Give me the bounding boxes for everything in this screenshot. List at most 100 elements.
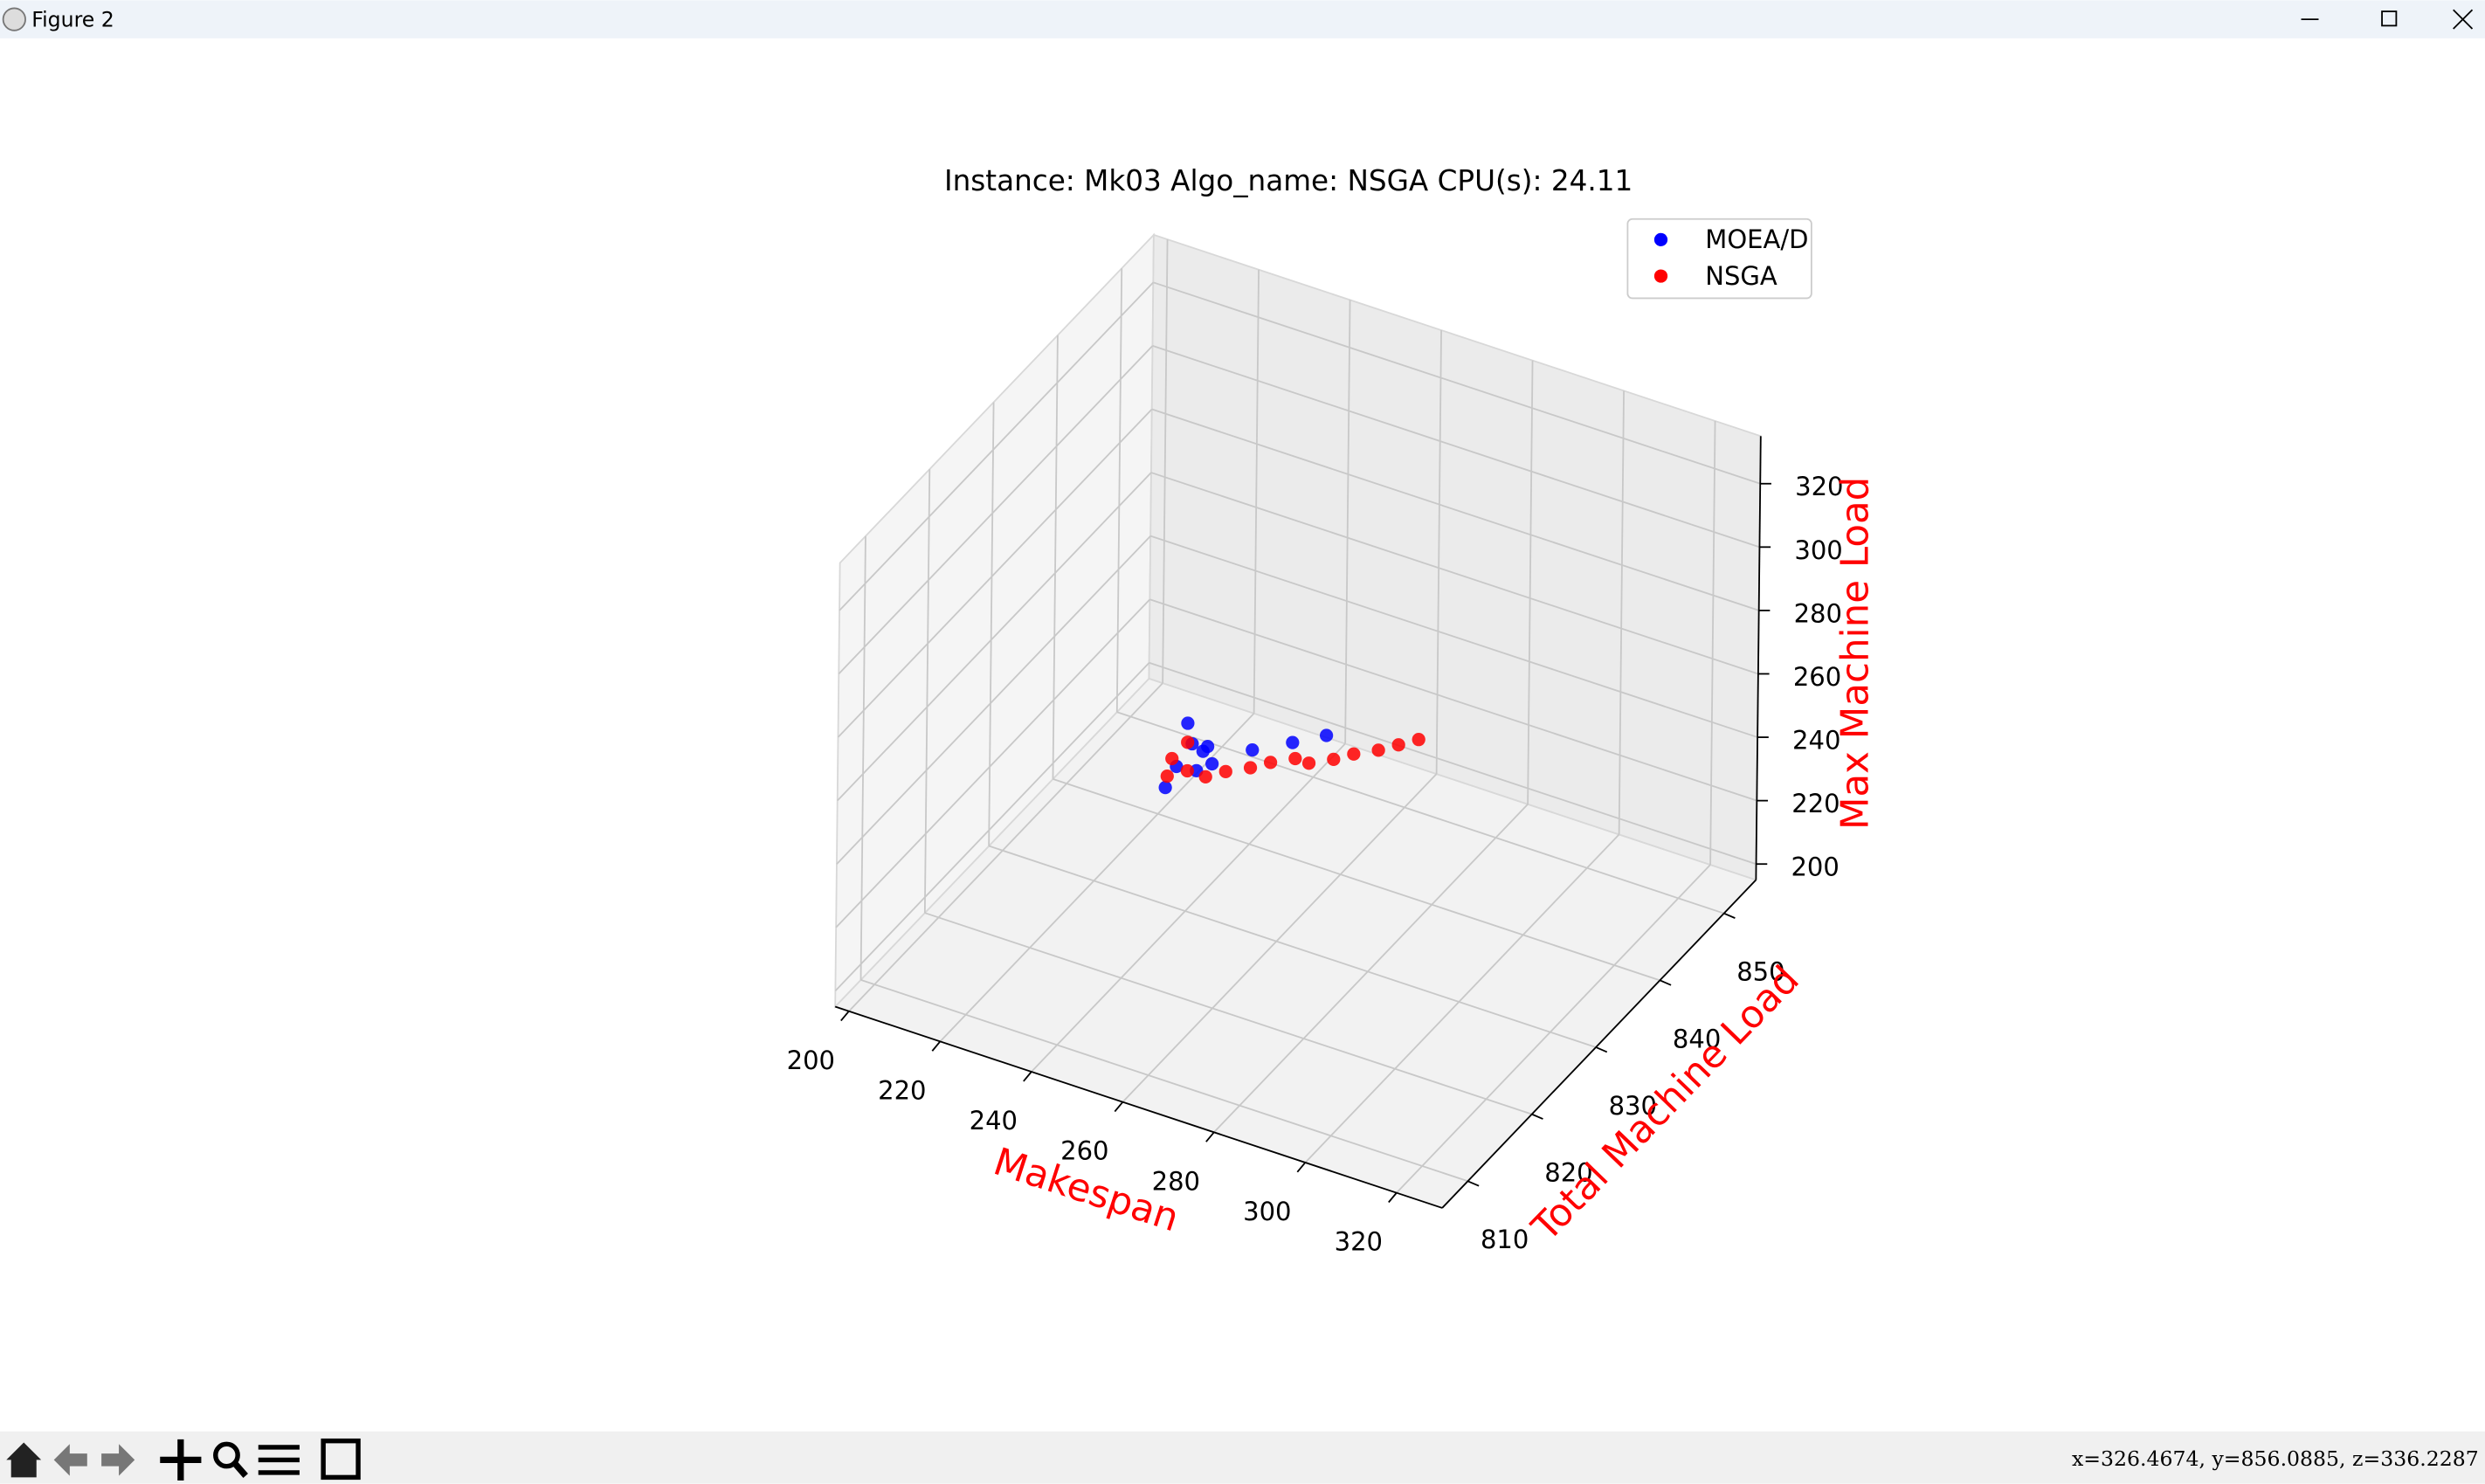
grid-line: [924, 912, 1533, 1115]
grid-line: [1527, 360, 1534, 804]
x-tick: [1114, 1101, 1124, 1113]
x-tick: [931, 1040, 942, 1052]
grid-line: [988, 402, 995, 846]
point: [1165, 751, 1179, 766]
grid-line: [1149, 535, 1758, 738]
x-tick-label: 280: [1152, 1166, 1200, 1196]
grid-line: [988, 845, 1597, 1048]
chart-title: Instance: Mk03 Algo_name: NSGA CPU(s): 2…: [944, 164, 1633, 197]
back-button[interactable]: [53, 1444, 87, 1476]
legend-marker: [1653, 269, 1668, 283]
x-tick: [1205, 1131, 1215, 1142]
point: [1327, 752, 1341, 766]
y-tick: [1595, 1046, 1608, 1053]
point: [1391, 738, 1405, 752]
grid-line: [836, 535, 1151, 865]
axis-label: Max Machine Load: [1833, 477, 1877, 830]
y-tick: [1723, 912, 1736, 919]
x-tick: [1023, 1071, 1032, 1082]
x-tick-label: 220: [878, 1075, 926, 1105]
legend-marker: [1653, 232, 1668, 246]
point: [1198, 770, 1212, 784]
y-tick-label: 820: [1544, 1158, 1592, 1188]
grid-line: [860, 978, 1468, 1183]
grid-line: [1122, 773, 1438, 1103]
app-icon: [2, 7, 26, 31]
x-tick-label: 260: [1060, 1136, 1108, 1166]
grid-line: [1115, 268, 1123, 713]
z-tick-label: 220: [1791, 789, 1840, 818]
y-tick: [1660, 979, 1672, 986]
grid-line: [1052, 335, 1059, 779]
close-button[interactable]: [2453, 9, 2474, 30]
point: [1288, 751, 1302, 766]
grid-line: [837, 408, 1153, 738]
point: [1286, 735, 1300, 749]
point: [1301, 756, 1316, 770]
x-tick: [1296, 1162, 1307, 1173]
grid-line: [1149, 661, 1757, 866]
grid-line: [1153, 281, 1761, 485]
grid-line: [1435, 330, 1442, 775]
pan-button[interactable]: [160, 1439, 202, 1481]
grid-line: [1618, 390, 1625, 835]
maximize-button[interactable]: [2381, 10, 2398, 27]
grid-line: [1116, 711, 1724, 915]
z-tick-label: 240: [1792, 726, 1840, 756]
grid-line: [1151, 408, 1759, 611]
point: [1180, 763, 1194, 778]
grid-line: [1162, 239, 1169, 684]
x-tick-label: 320: [1335, 1227, 1383, 1257]
forward-button[interactable]: [101, 1444, 135, 1476]
grid-line: [838, 345, 1154, 675]
grid-line: [1152, 345, 1760, 549]
title-bar: [0, 0, 2485, 38]
legend-label: MOEA/D: [1705, 224, 1808, 254]
z-tick-label: 200: [1791, 852, 1839, 882]
point: [1205, 756, 1219, 771]
grid-line: [1344, 300, 1351, 744]
grid-line: [834, 662, 1150, 991]
x-tick-label: 200: [787, 1046, 835, 1075]
point: [1263, 756, 1278, 770]
legend-box: [1626, 217, 1812, 300]
point: [1243, 761, 1258, 775]
grid-line: [859, 535, 866, 980]
grid-line: [1213, 804, 1529, 1133]
point: [1218, 764, 1232, 778]
z-tick-label: 260: [1793, 662, 1841, 692]
grid-line: [1709, 420, 1716, 866]
grid-line: [837, 472, 1152, 802]
point: [1196, 744, 1210, 758]
z-tick-label: 300: [1794, 535, 1842, 565]
grid-line: [923, 469, 931, 914]
grid-line: [1149, 598, 1757, 802]
y-tick: [1531, 1113, 1543, 1120]
plot: 200 220 240 260 280 300 320 810 820 830 840 850 200 2…: [787, 217, 1877, 1257]
save-button[interactable]: [321, 1438, 361, 1481]
point: [1158, 780, 1172, 795]
grid-line: [1031, 742, 1346, 1073]
y-tick-label: 840: [1673, 1024, 1721, 1053]
y-tick-label: 830: [1609, 1091, 1657, 1121]
axis-line: [1441, 879, 1757, 1209]
grid-line: [1304, 833, 1620, 1163]
grid-line: [1396, 864, 1711, 1194]
x-tick: [840, 1011, 850, 1022]
configure-button[interactable]: [258, 1445, 300, 1475]
axis-line: [1755, 436, 1762, 880]
y-tick-label: 850: [1736, 957, 1784, 987]
z-tick-label: 320: [1795, 472, 1843, 501]
toolbar: [0, 1431, 2485, 1484]
x-tick: [1388, 1192, 1398, 1204]
zoom-button[interactable]: [213, 1441, 248, 1478]
home-button[interactable]: [6, 1442, 42, 1478]
point: [1347, 747, 1361, 761]
z-tick-label: 280: [1794, 598, 1842, 628]
point: [1319, 728, 1334, 742]
grid-line: [848, 682, 1163, 1012]
y-tick: [1467, 1180, 1480, 1187]
status-text: x=326.4674, y=856.0885, z=336.2287: [2072, 1446, 2479, 1471]
grid-line: [839, 281, 1154, 611]
